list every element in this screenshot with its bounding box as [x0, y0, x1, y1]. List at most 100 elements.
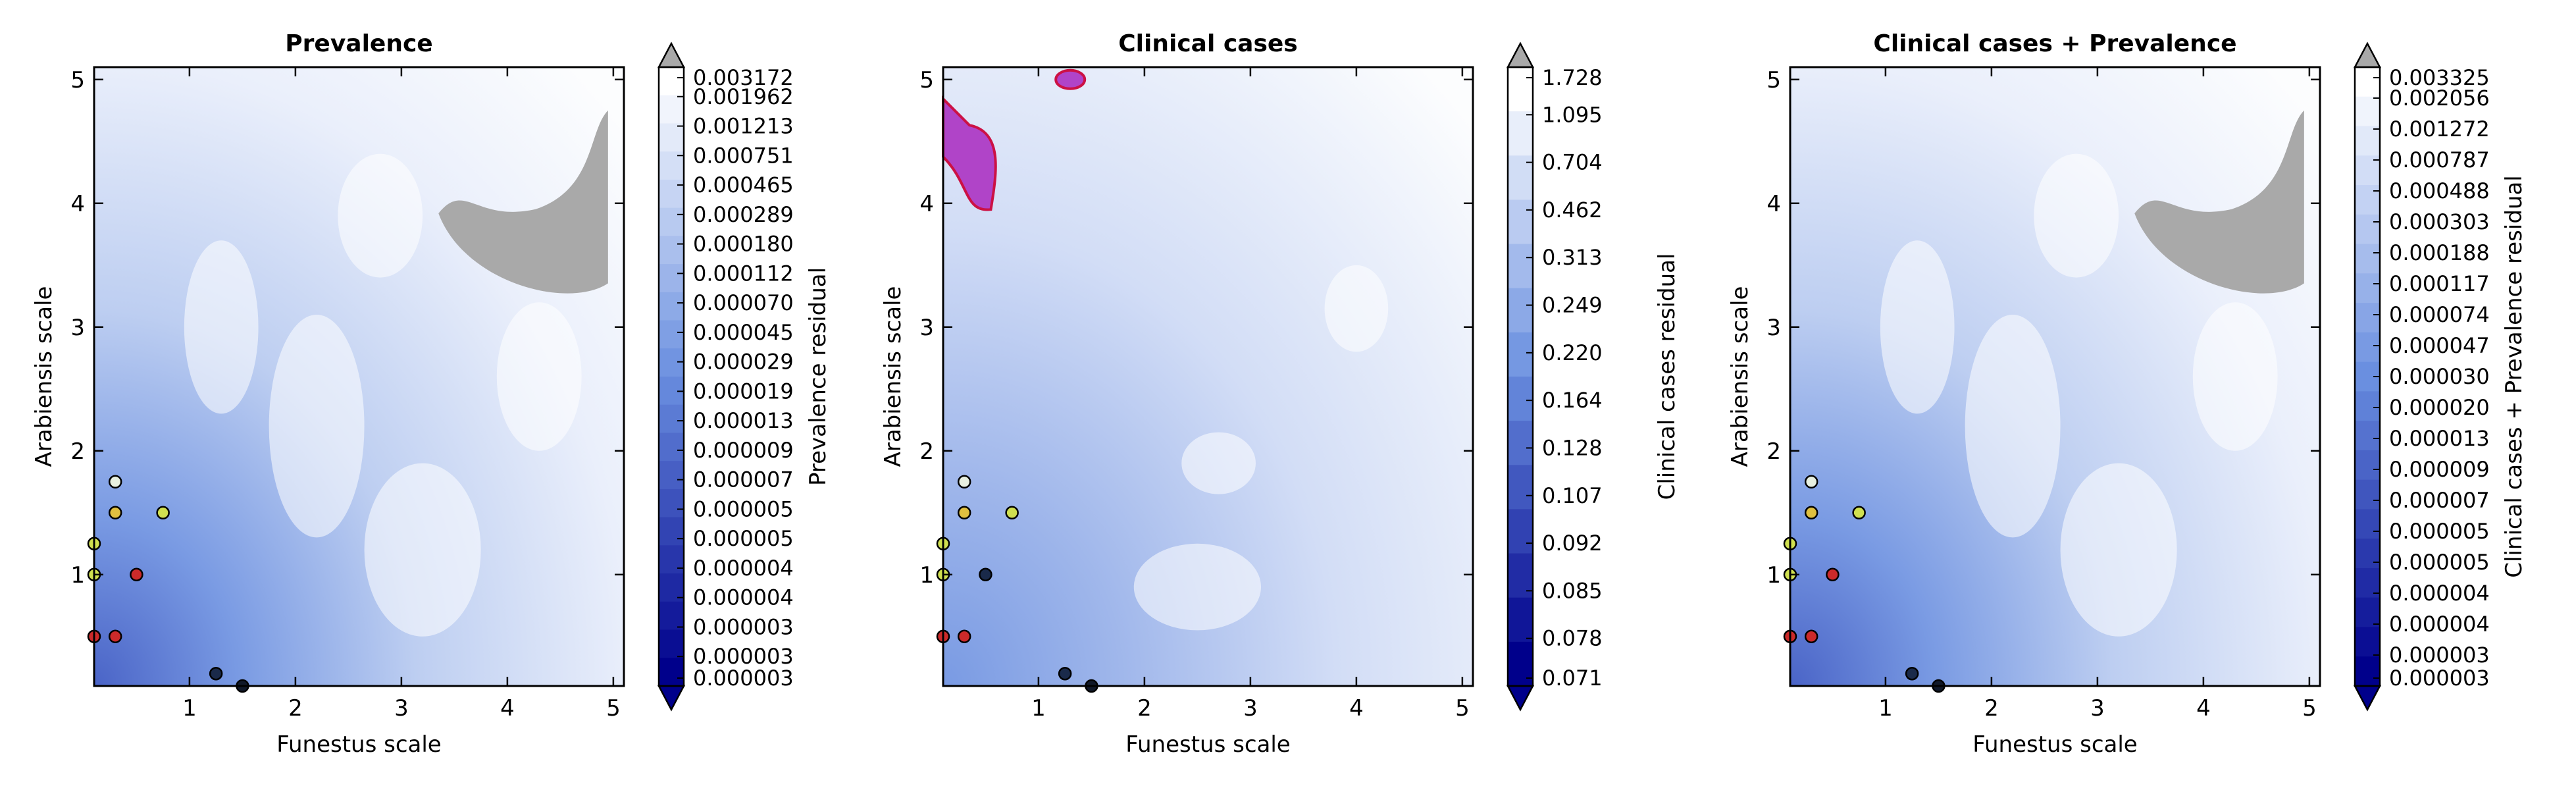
light-contour-patch [2192, 302, 2278, 451]
data-point [108, 475, 122, 489]
colorbar-tick-label: 0.001213 [693, 114, 794, 139]
colorbar-tick-label: 0.000047 [2389, 333, 2490, 358]
y-tick-label: 5 [1766, 67, 1781, 93]
x-tick-label: 1 [1031, 695, 1046, 722]
colorbar-segment [1508, 597, 1533, 643]
data-point [1804, 475, 1818, 489]
data-point [957, 506, 971, 520]
colorbar-tick-label: 0.000005 [2389, 519, 2490, 544]
y-axis-label: Arabiensis scale [880, 286, 906, 467]
data-point [1804, 506, 1818, 520]
chart-panel-1: 1 2 3 4 5 1 2 3 4 5 Prevalence Funestus scale Arabie… [31, 30, 831, 758]
colorbar-tick-label: 0.000751 [693, 143, 794, 168]
colorbar-tick-label: 0.000029 [693, 350, 794, 375]
colorbar-tick-label: 0.000074 [2389, 302, 2490, 327]
colorbar-segment [659, 264, 684, 293]
colorbar-frame [657, 66, 685, 687]
data-point [1005, 506, 1019, 520]
colorbar-tick-label: 0.000007 [693, 467, 794, 492]
colorbar-tick-label: 0.000112 [693, 261, 794, 286]
colorbar-tick-label: 0.000004 [693, 556, 794, 581]
colorbar-segment [1508, 111, 1533, 156]
colorbar-label: Clinical cases + Prevalence residual [2501, 175, 2527, 577]
light-contour-patch [496, 302, 582, 451]
data-point [957, 629, 971, 644]
x-tick-label: 4 [500, 695, 515, 722]
x-tick-label: 1 [182, 695, 197, 722]
light-contour-patch [269, 315, 365, 538]
colorbar-tick-label: 0.002056 [2389, 86, 2490, 111]
data-point [957, 475, 971, 489]
x-axis-label: Funestus scale [276, 731, 441, 758]
chart-title: Clinical cases + Prevalence [1873, 30, 2236, 57]
colorbar-tick-label: 0.000003 [2389, 643, 2490, 668]
chart-title: Prevalence [285, 30, 432, 57]
colorbar-segment [659, 292, 684, 321]
colorbar-tick-label: 0.000020 [2389, 395, 2490, 420]
colorbar-segment [2355, 214, 2380, 245]
colorbar-tick-label: 0.001272 [2389, 117, 2490, 142]
colorbar-tick-label: 0.000013 [693, 408, 794, 433]
colorbar-extend-top [2353, 41, 2382, 68]
x-tick-label: 4 [1349, 695, 1364, 722]
colorbar-extend-top [657, 41, 686, 68]
colorbar-segment [2355, 185, 2380, 215]
data-point [1804, 629, 1818, 644]
colorbar-tick-label: 0.000003 [2389, 666, 2490, 691]
colorbar-frame [1507, 66, 1534, 687]
data-point [1852, 506, 1866, 520]
colorbar-extend-bottom [657, 685, 686, 712]
data-point [108, 506, 122, 520]
colorbar-segment [659, 179, 684, 209]
colorbar-tick-label: 0.071 [1542, 666, 1603, 691]
data-point [1905, 666, 1919, 681]
data-point [1058, 666, 1072, 681]
colorbar-segment [659, 658, 684, 687]
x-tick-label: 5 [1455, 695, 1470, 722]
colorbar-segment [659, 488, 684, 518]
data-point [130, 567, 143, 582]
y-tick-label: 1 [919, 562, 934, 589]
colorbar-tick-label: 1.095 [1542, 102, 1603, 127]
colorbar-segment [659, 517, 684, 546]
colorbar-segment [1508, 244, 1533, 289]
colorbar-tick-label: 0.249 [1542, 293, 1603, 318]
y-axis-label: Arabiensis scale [1727, 286, 1753, 467]
colorbar-tick-label: 0.128 [1542, 435, 1603, 460]
colorbar-tick-label: 0.107 [1542, 483, 1603, 508]
x-tick-label: 2 [288, 695, 303, 722]
colorbar-segment [659, 151, 684, 180]
colorbar-tick-label: 0.000009 [693, 438, 794, 463]
x-axis-label: Funestus scale [1125, 731, 1290, 758]
light-contour-patch [1965, 315, 2061, 538]
y-tick-label: 5 [919, 67, 934, 93]
x-tick-label: 5 [606, 695, 621, 722]
colorbar-segment [2355, 597, 2380, 627]
light-contour-patch [364, 463, 481, 637]
colorbar-segment [659, 236, 684, 265]
x-tick-label: 3 [1243, 695, 1258, 722]
colorbar-tick-label: 0.164 [1542, 388, 1603, 413]
colorbar-extend-bottom [2353, 685, 2382, 712]
colorbar-tick-label: 0.000465 [693, 172, 794, 198]
colorbar-segment [1508, 465, 1533, 510]
colorbar-segment [659, 123, 684, 152]
y-tick-label: 2 [70, 438, 85, 465]
y-tick-label: 5 [70, 67, 85, 93]
axes-frame [93, 66, 625, 687]
colorbar-tick-label: 0.000070 [693, 290, 794, 315]
y-tick-label: 3 [1766, 315, 1781, 341]
masked-region [2134, 110, 2304, 294]
colorbar-tick-label: 0.000007 [2389, 488, 2490, 513]
y-tick-label: 2 [1766, 438, 1781, 465]
colorbar-extend-top [1506, 41, 1535, 68]
colorbar-tick-label: 0.000180 [693, 232, 794, 257]
x-tick-label: 2 [1984, 695, 1999, 722]
colorbar-segment [2355, 126, 2380, 156]
colorbar-segment [659, 601, 684, 631]
x-tick-label: 3 [2090, 695, 2105, 722]
x-tick-label: 4 [2196, 695, 2211, 722]
chart-title: Clinical cases [1118, 30, 1297, 57]
colorbar-tick-label: 0.000117 [2389, 271, 2490, 296]
data-point [979, 567, 992, 582]
